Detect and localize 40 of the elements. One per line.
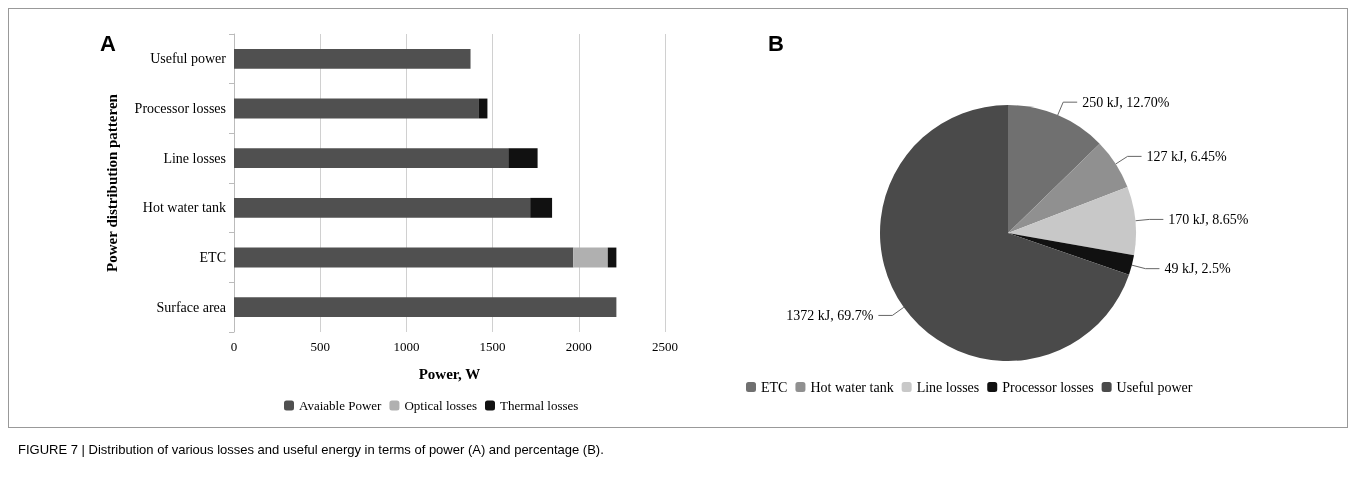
y-tick-label: Line losses <box>163 150 226 166</box>
bar <box>573 247 608 268</box>
bar <box>234 247 574 268</box>
data-label: 1372 kJ, 69.7% <box>786 307 874 323</box>
data-label: 250 kJ, 12.70% <box>1082 94 1170 110</box>
y-tick-label: Useful power <box>150 51 227 67</box>
legend-label: Hot water tank <box>810 379 894 395</box>
x-axis-title: Power, W <box>418 365 481 382</box>
bar <box>234 297 617 318</box>
y-tick-label: Processor losses <box>134 101 226 116</box>
x-tick-label: 1000 <box>393 339 420 354</box>
y-tick-label: Hot water tank <box>142 200 226 216</box>
legend-label: Thermal losses <box>500 398 579 413</box>
y-axis-title: Power distribution patteren <box>103 93 120 272</box>
data-label: 127 kJ, 6.45% <box>1146 148 1228 164</box>
chart-title: B <box>768 30 784 56</box>
legend-label: Avaiable Power <box>299 398 383 413</box>
bar <box>478 98 488 119</box>
bar <box>234 98 479 119</box>
x-tick-label: 2000 <box>565 339 592 354</box>
data-label: 49 kJ, 2.5% <box>1164 261 1231 277</box>
bar <box>234 148 509 169</box>
data-label: 170 kJ, 8.65% <box>1168 211 1249 227</box>
bar <box>530 197 553 218</box>
bar <box>508 148 538 169</box>
bar <box>234 48 471 69</box>
y-tick-label: ETC <box>199 250 226 265</box>
legend-label: ETC <box>761 379 788 395</box>
legend-label: Useful power <box>1116 379 1193 395</box>
legend-label: Optical losses <box>404 398 477 413</box>
bar <box>234 197 531 218</box>
x-tick-label: 1500 <box>479 339 506 354</box>
legend-label: Line losses <box>916 379 980 395</box>
x-tick-label: 500 <box>310 339 330 354</box>
x-tick-label: 2500 <box>652 339 678 354</box>
legend-label: Processor losses <box>1002 379 1094 395</box>
x-tick-label: 0 <box>230 339 238 354</box>
y-tick-label: Surface area <box>156 299 227 315</box>
chart-title: A <box>100 30 116 56</box>
caption: FIGURE 7 | Distribution of various losses and useful energy in terms of power (A) and percentage (B). <box>18 442 605 457</box>
